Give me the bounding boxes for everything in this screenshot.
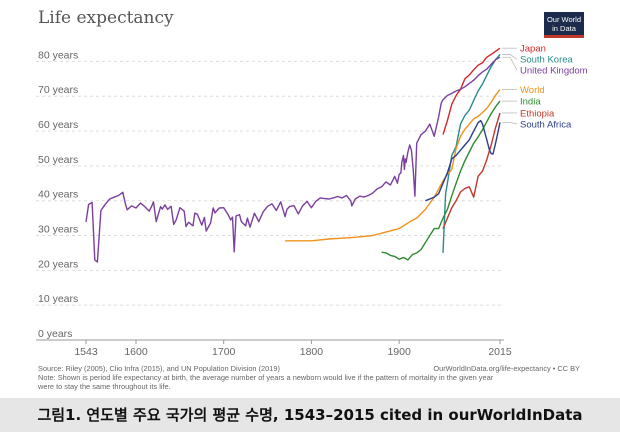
y-tick-label: 70 years [38,84,78,96]
x-tick-label: 1800 [300,346,324,358]
series-line-ethiopia[interactable] [442,112,501,229]
series-line-south-korea[interactable] [442,53,501,253]
y-tick-label: 40 years [38,189,78,201]
source-url[interactable]: OurWorldInData.org/life-expectancy • CC … [433,364,580,373]
y-tick-label: 60 years [38,119,78,131]
label-connector [502,121,518,125]
gridlines [36,60,504,341]
series-line-india[interactable] [381,100,501,261]
owid-logo[interactable]: Our World in Data [544,12,584,38]
y-axis-ticks: 0 years 10 years 20 years 30 years 40 years 5… [38,49,78,340]
y-tick-label: 50 years [38,154,78,166]
figure-caption: 그림1. 연도별 주요 국가의 평균 수명, 1543–2015 cited i… [0,398,620,432]
note-line-2: were to stay the same throughout its lif… [38,382,171,391]
label-connector [502,56,518,71]
series-label: India [520,97,541,108]
chart-title: Life expectancy [38,8,174,28]
series-line-south-africa[interactable] [425,119,501,202]
series-line-japan[interactable] [442,47,501,135]
logo-line1: Our World [546,15,582,24]
series-lines [85,47,501,263]
series-label: South Africa [520,119,572,130]
x-tick-label: 2015 [488,346,512,358]
logo-line2: in Data [552,24,576,33]
source-text: Source: Riley (2005), Clio Infra (2015),… [38,364,280,373]
series-line-united-kingdom[interactable] [85,56,501,263]
y-tick-label: 20 years [38,258,78,270]
series-label: United Kingdom [520,66,588,77]
x-tick-label: 1900 [387,346,411,358]
x-axis-ticks: 1543 1600 1700 1800 1900 2015 [74,340,512,358]
series-label: Japan [520,44,546,55]
note-line-1: Note: Shown is period life expectancy at… [38,373,494,382]
series-label: World [520,85,545,96]
y-tick-label: 10 years [38,293,78,305]
series-line-world[interactable] [285,89,501,242]
series-label: Ethiopia [520,108,555,119]
label-connector [502,54,518,60]
line-chart: 0 years 10 years 20 years 30 years 40 years 5… [36,44,588,358]
series-label: South Korea [520,55,574,66]
x-tick-label: 1700 [212,346,236,358]
x-tick-label: 1543 [74,346,98,358]
y-tick-label: 80 years [38,49,78,61]
source-note: Source: Riley (2005), Clio Infra (2015),… [38,364,588,391]
y-tick-label: 30 years [38,224,78,236]
x-tick-label: 1600 [124,346,148,358]
y-tick-label: 0 years [38,328,72,340]
